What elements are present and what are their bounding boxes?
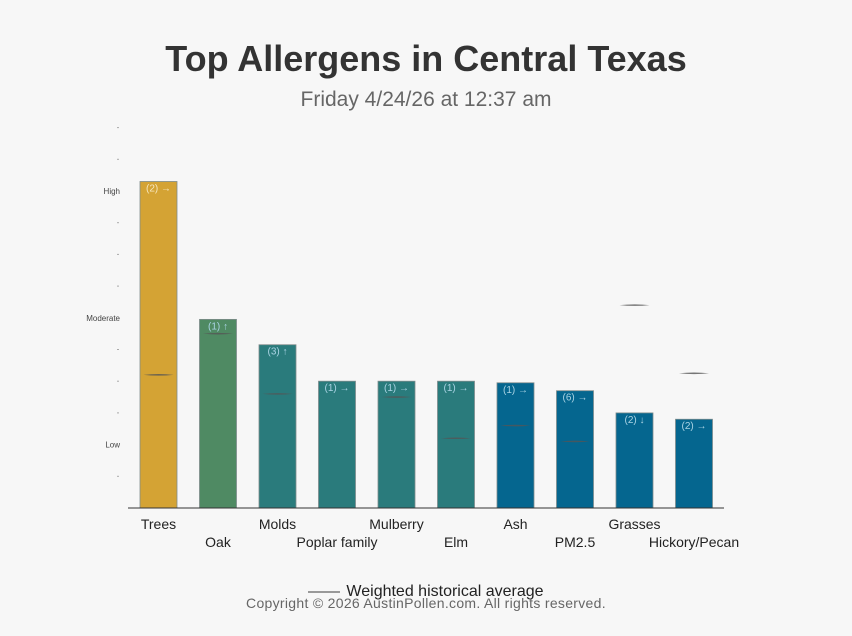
- historical-average-marker: [381, 396, 412, 398]
- bar-annotation: (1) →: [384, 383, 409, 394]
- x-tick-label: Grasses: [608, 516, 660, 532]
- x-tick-label: Ash: [503, 516, 527, 532]
- historical-average-marker: [143, 374, 174, 376]
- x-tick-label: Trees: [141, 516, 176, 532]
- bar-annotation: (1) ↑: [208, 321, 228, 332]
- bar-mulberry: [377, 380, 416, 509]
- bar-elm: [437, 380, 475, 509]
- bar-annotation: (2) →: [146, 183, 171, 194]
- x-tick-label: PM2.5: [555, 534, 596, 550]
- bar-hickory-pecan: [675, 418, 713, 509]
- bar-annotation: (1) →: [325, 383, 350, 394]
- bar-oak: [199, 318, 237, 509]
- bar-pm2-5: [556, 390, 594, 509]
- bar-grasses: [615, 412, 654, 509]
- bar-annotation: (6) →: [563, 393, 588, 404]
- bar-chart: Low Moderate High (2) → Trees (1) ↑ Oak (3) ↑ Mo…: [86, 127, 739, 550]
- bar-annotation: (1) →: [503, 385, 528, 396]
- chart-subtitle: Friday 4/24/26 at 12:37 am: [300, 88, 552, 111]
- bar-annotation: (1) →: [444, 383, 469, 394]
- bar-ash: [496, 382, 535, 509]
- chart-title: Top Allergens in Central Texas: [165, 38, 687, 79]
- historical-average-marker: [262, 393, 293, 395]
- historical-average-marker: [203, 332, 233, 335]
- y-tick-label: Moderate: [86, 314, 120, 323]
- x-tick-label: Mulberry: [369, 516, 423, 532]
- x-tick-label: Molds: [259, 516, 296, 532]
- x-tick-label: Hickory/Pecan: [649, 534, 739, 550]
- legend-label: Weighted historical average: [346, 583, 544, 600]
- historical-average-marker: [500, 424, 531, 427]
- copyright-text: Copyright © 2026 AustinPollen.com. All r…: [246, 595, 606, 611]
- historical-average-marker: [560, 440, 590, 443]
- bar-poplar-family: [318, 380, 356, 509]
- y-tick-label: Low: [105, 441, 120, 450]
- historical-average-marker: [441, 437, 471, 440]
- bar-annotation: (2) ↓: [625, 415, 645, 426]
- bar-molds: [258, 344, 297, 509]
- x-tick-label: Poplar family: [297, 534, 378, 550]
- bar-annotation: (2) →: [682, 421, 707, 432]
- bar-annotation: (3) ↑: [268, 347, 288, 358]
- bar-trees: [139, 181, 178, 509]
- legend-line-swatch: [308, 590, 341, 593]
- historical-average-marker: [679, 372, 709, 375]
- x-tick-label: Elm: [444, 534, 468, 550]
- historical-average-marker: [619, 304, 650, 306]
- x-tick-label: Oak: [205, 534, 232, 550]
- legend: Weighted historical average: [0, 583, 852, 601]
- y-tick-label: High: [104, 187, 120, 196]
